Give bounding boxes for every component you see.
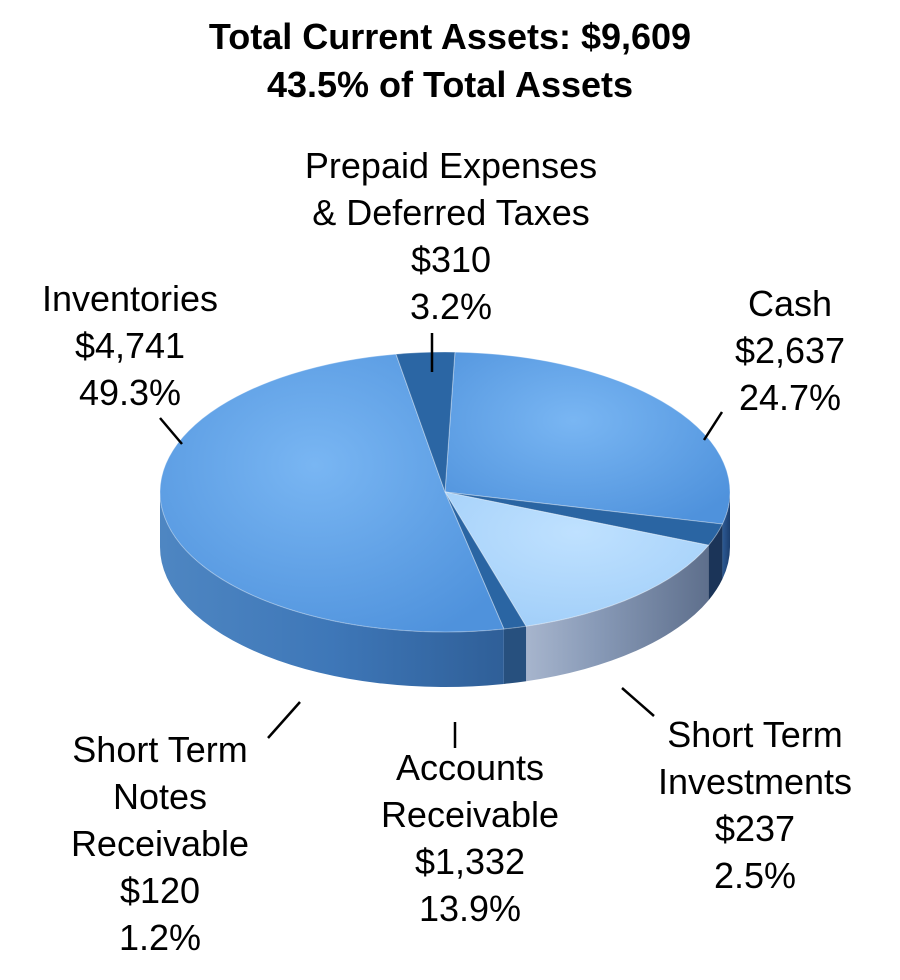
label-prepaid-expenses: Prepaid Expenses & Deferred Taxes $310 3… (251, 142, 651, 330)
leader-short-term-investments (621, 687, 655, 717)
pie-slice-short-term-notes-receivable (444, 491, 527, 630)
cash-percent: 24.7% (738, 377, 842, 418)
notes-percent: 1.2% (118, 917, 202, 958)
cash-value: $2,637 (734, 330, 846, 371)
receivable-value: $1,332 (414, 841, 526, 882)
pie-slice-accounts-receivable (443, 491, 710, 627)
receivable-percent: 13.9% (418, 888, 522, 929)
pie-side-accounts-receivable (526, 545, 709, 682)
investments-percent: 2.5% (713, 855, 797, 896)
inventories-value: $4,741 (74, 325, 186, 366)
pie-slice-cash (444, 351, 731, 525)
chart-subtitle: 43.5% of Total Assets (266, 64, 634, 105)
label-inventories: Inventories $4,741 49.3% (20, 275, 240, 416)
label-cash: Cash $2,637 24.7% (700, 280, 880, 421)
prepaid-value: $310 (410, 239, 492, 280)
label-notes-receivable: Short Term Notes Receivable $120 1.2% (40, 726, 280, 961)
notes-value: $120 (119, 870, 201, 911)
leader-cash (702, 411, 724, 441)
label-short-term-investments: Short Term Investments $237 2.5% (630, 711, 880, 899)
label-accounts-receivable: Accounts Receivable $1,332 13.9% (350, 744, 590, 932)
leader-notes-receivable (267, 701, 301, 739)
chart-title: Total Current Assets: $9,609 (208, 16, 692, 57)
pie-side-cash (722, 492, 730, 580)
leader-inventories (159, 417, 183, 445)
investments-value: $237 (714, 808, 796, 849)
pie-side-short-term-notes-receivable (503, 626, 527, 684)
pie-slice-short-term-investments (444, 491, 724, 546)
pie-side-short-term-investments (708, 524, 723, 601)
pie-slice-prepaid-expenses-deferred-taxes (395, 351, 456, 493)
pie-slice-inventories (159, 353, 505, 633)
prepaid-percent: 3.2% (409, 286, 493, 327)
pie-side-inventories (160, 492, 504, 687)
inventories-percent: 49.3% (78, 372, 182, 413)
